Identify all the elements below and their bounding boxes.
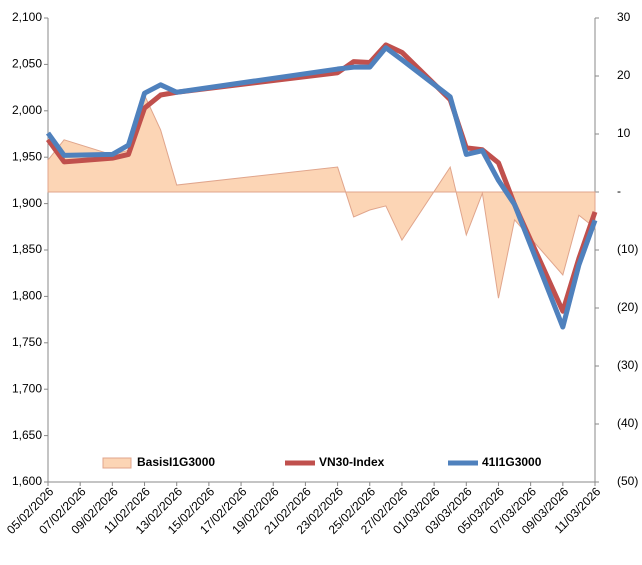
y2-tick-label: (30) [617, 358, 638, 372]
y2-tick-label: - [617, 184, 621, 198]
line [45, 45, 598, 330]
legend-swatch [102, 457, 132, 469]
legend-label: VN30-Index [319, 455, 385, 469]
y-tick-label: 2,100 [12, 10, 42, 24]
y-tick-label: 1,600 [12, 474, 42, 488]
y2-tick-label: (40) [617, 416, 638, 430]
y-tick-label: 1,900 [12, 196, 42, 210]
y2-tick-label: 30 [617, 10, 631, 24]
y-tick-label: 1,950 [12, 149, 42, 163]
y-tick-label: 1,700 [12, 381, 42, 395]
legend-label: 41I1G3000 [482, 455, 542, 469]
y-tick-label: 1,750 [12, 335, 42, 349]
y-tick-label: 2,050 [12, 57, 42, 71]
y2-tick-label: 10 [617, 126, 631, 140]
legend-label: BasisI1G3000 [137, 455, 215, 469]
y2-tick-label: (50) [617, 474, 638, 488]
y2-tick-label: (20) [617, 300, 638, 314]
area [47, 93, 596, 299]
y2-tick-label: (10) [617, 242, 638, 256]
y-tick-label: 1,800 [12, 289, 42, 303]
y-tick-label: 1,850 [12, 242, 42, 256]
y2-tick-label: 20 [617, 68, 631, 82]
y-tick-label: 2,000 [12, 103, 42, 117]
y-tick-label: 1,650 [12, 428, 42, 442]
